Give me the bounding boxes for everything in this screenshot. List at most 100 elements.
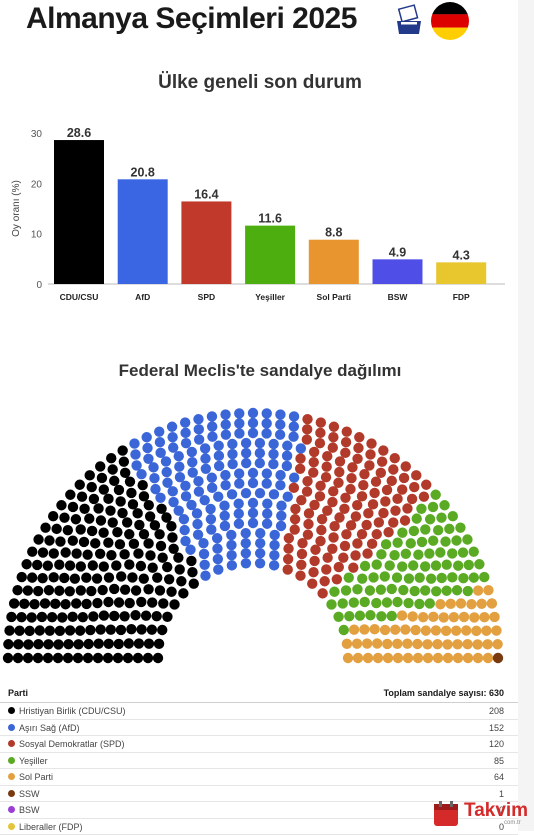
seat-dot xyxy=(227,439,237,449)
seat-dot xyxy=(155,585,165,595)
party-color-dot xyxy=(8,823,15,830)
party-color-dot xyxy=(8,806,15,813)
seat-dot xyxy=(162,467,172,477)
seat-dot xyxy=(147,597,157,607)
seat-dot xyxy=(290,524,300,534)
seat-dot xyxy=(469,612,479,622)
seat-dot xyxy=(59,573,69,583)
seat-dot xyxy=(333,612,343,622)
seat-dot xyxy=(248,468,258,478)
seat-dot xyxy=(297,538,307,548)
seat-dot xyxy=(262,468,272,478)
seat-dot xyxy=(262,478,272,488)
seat-dot xyxy=(348,562,358,572)
seat-dot xyxy=(407,494,417,504)
party-name: Aşırı Sağ (AfD) xyxy=(19,723,80,733)
watermark-brand: Takvim xyxy=(464,800,528,822)
seat-dot xyxy=(487,598,497,608)
seat-dot xyxy=(154,426,164,436)
seat-dot xyxy=(234,519,244,529)
seat-dot xyxy=(71,598,81,608)
seat-dot xyxy=(289,421,299,431)
watermark-sub: com.tr xyxy=(504,820,521,826)
seat-dot xyxy=(403,653,413,663)
seat-dot xyxy=(380,496,390,506)
seat-dot xyxy=(435,547,445,557)
seat-dot xyxy=(124,559,134,569)
seat-dot xyxy=(361,520,371,530)
seat-dot xyxy=(392,572,402,582)
seat-dot xyxy=(428,536,438,546)
x-tick-label: Sol Parti xyxy=(317,292,351,302)
seat-dot xyxy=(359,469,369,479)
seat-dot xyxy=(346,473,356,483)
seat-dot xyxy=(409,482,419,492)
seat-dot xyxy=(248,518,258,528)
seat-dot xyxy=(95,549,105,559)
seat-dot xyxy=(388,517,398,527)
seat-dot xyxy=(309,457,319,467)
seat-dot xyxy=(431,625,441,635)
seat-dot xyxy=(372,529,382,539)
seat-dot xyxy=(213,441,223,451)
seat-dot xyxy=(78,612,88,622)
seat-dot xyxy=(189,579,199,589)
seat-dot xyxy=(456,598,466,608)
x-tick-label: AfD xyxy=(135,292,150,302)
seat-dot xyxy=(53,653,63,663)
seat-dot xyxy=(71,514,81,524)
seat-dot xyxy=(398,585,408,595)
seat-dot xyxy=(44,585,54,595)
seat-dot xyxy=(65,490,75,500)
seat-dot xyxy=(413,653,423,663)
seat-dot xyxy=(143,584,153,594)
seat-dot xyxy=(319,576,329,586)
seat-dot xyxy=(76,561,86,571)
side-strip xyxy=(518,0,534,831)
seat-dot xyxy=(162,562,172,572)
seat-dot xyxy=(144,500,154,510)
seat-dot xyxy=(308,467,318,477)
seat-dot xyxy=(400,624,410,634)
seat-dot xyxy=(234,428,244,438)
seat-dot xyxy=(131,585,141,595)
seat-dot xyxy=(283,564,293,574)
x-tick-label: FDP xyxy=(453,292,470,302)
seat-dot xyxy=(342,426,352,436)
party-color-dot xyxy=(8,790,15,797)
seat-dot xyxy=(255,558,265,568)
seat-dot xyxy=(328,532,338,542)
seat-dot xyxy=(381,539,391,549)
seat-dot xyxy=(151,611,161,621)
seat-dot xyxy=(302,424,312,434)
seat-dot xyxy=(334,467,344,477)
x-tick-label: Yeşiller xyxy=(255,292,285,302)
seat-dot xyxy=(128,499,138,509)
seat-dot xyxy=(316,417,326,427)
seat-dot xyxy=(175,564,185,574)
seat-dot xyxy=(328,432,338,442)
seat-dot xyxy=(63,525,73,535)
seat-dot xyxy=(179,525,189,535)
seat-dot xyxy=(365,610,375,620)
seat-dot xyxy=(452,585,462,595)
seat-dot xyxy=(442,639,452,649)
seat-dot xyxy=(380,571,390,581)
seat-dot xyxy=(447,548,457,558)
takvim-logo-icon xyxy=(432,800,462,828)
seat-dot xyxy=(241,528,251,538)
seat-dot xyxy=(339,504,349,514)
seat-dot xyxy=(461,625,471,635)
seat-dot xyxy=(180,428,190,438)
seat-dot xyxy=(303,529,313,539)
seat-dot xyxy=(425,514,435,524)
germany-flag-icon xyxy=(430,1,470,41)
seat-dot xyxy=(296,443,306,453)
seat-dot xyxy=(167,532,177,542)
y-tick-label: 20 xyxy=(31,179,43,190)
seat-dot xyxy=(376,549,386,559)
seat-dot xyxy=(357,529,367,539)
seat-dot xyxy=(220,470,230,480)
seat-dot xyxy=(463,653,473,663)
seat-dot xyxy=(134,638,144,648)
